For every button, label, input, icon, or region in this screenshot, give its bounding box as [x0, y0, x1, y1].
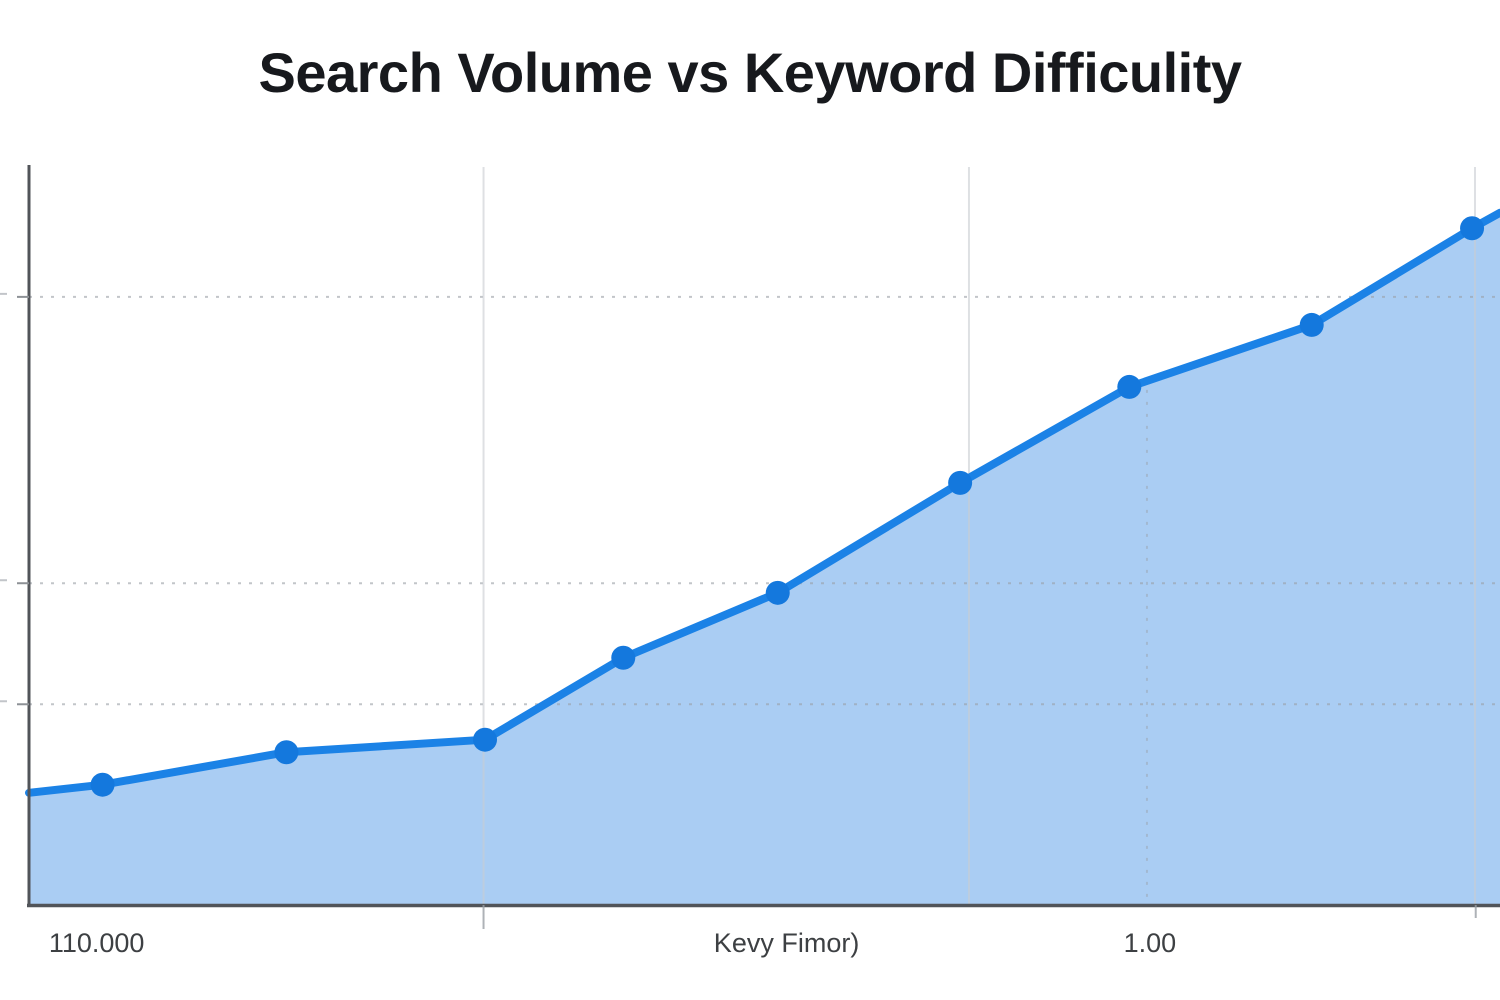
data-point-dot	[473, 727, 498, 752]
x-axis-tick-label: 110.000	[48, 928, 145, 958]
data-point-dot	[90, 772, 115, 797]
data-point-dot	[948, 470, 973, 495]
data-point-dot	[611, 645, 636, 670]
chart-title: Search Volume vs Keyword Difficulity	[258, 41, 1242, 104]
x-axis-tick-label: Kevy Fimor)	[713, 928, 860, 958]
data-point-dot	[1299, 312, 1324, 337]
x-axis-tick-label: 1.00	[1123, 928, 1177, 958]
data-point-dot	[1460, 216, 1485, 241]
data-point-dot	[765, 580, 790, 605]
data-point-dot	[1117, 374, 1142, 399]
data-point-dot	[274, 740, 299, 765]
series-area-fill	[29, 212, 1500, 906]
